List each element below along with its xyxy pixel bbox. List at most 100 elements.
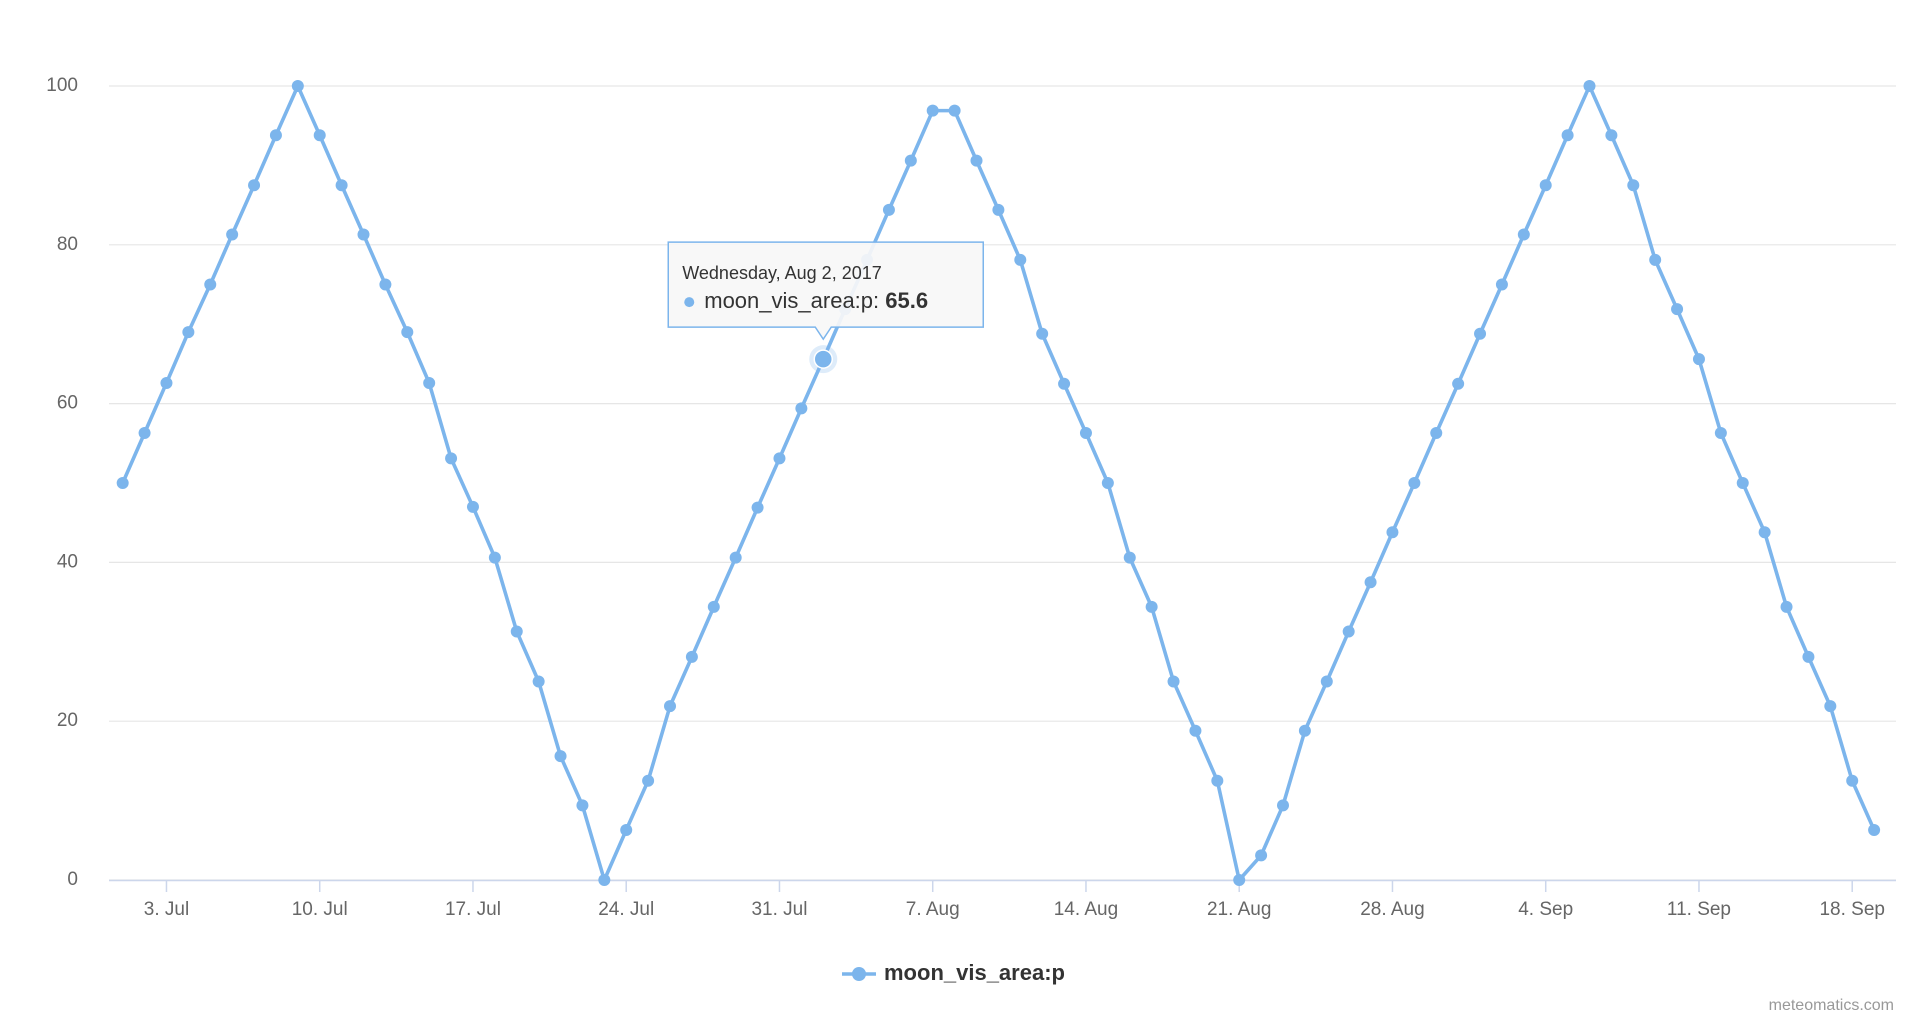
- x-tick-label: 4. Sep: [1518, 899, 1573, 920]
- x-tick-label: 21. Aug: [1207, 899, 1271, 920]
- x-tick-label: 10. Jul: [292, 899, 348, 920]
- data-point: [1408, 477, 1421, 489]
- y-tick-label: 0: [67, 869, 78, 890]
- data-point: [138, 426, 151, 439]
- data-point: [488, 551, 501, 564]
- data-point: [1692, 353, 1705, 366]
- data-point: [904, 154, 917, 167]
- data-point: [466, 500, 479, 513]
- data-point: [970, 154, 983, 167]
- data-point: [1780, 600, 1793, 613]
- data-point: [1671, 303, 1684, 316]
- data-point: [795, 402, 808, 415]
- data-point: [1211, 774, 1224, 787]
- data-point: [882, 203, 895, 216]
- data-point: [1233, 874, 1246, 886]
- data-point: [226, 228, 239, 241]
- data-point: [291, 80, 304, 92]
- data-point: [1342, 625, 1355, 638]
- tooltip-label: moon_vis_area:p: 65.6: [704, 288, 928, 313]
- y-tick-label: 80: [57, 234, 78, 255]
- data-point: [445, 452, 458, 465]
- data-point: [707, 600, 720, 613]
- data-point: [1474, 327, 1487, 340]
- data-point: [1014, 253, 1027, 266]
- data-point: [1824, 700, 1837, 713]
- data-point: [116, 477, 129, 489]
- data-point: [1386, 526, 1399, 539]
- data-point: [160, 376, 173, 389]
- data-point: [532, 675, 545, 688]
- y-tick-label: 60: [57, 393, 78, 414]
- x-tick-label: 31. Jul: [751, 899, 807, 920]
- data-point: [248, 179, 261, 192]
- legend-marker: [852, 967, 866, 981]
- tooltip-series: moon_vis_area:p: [704, 288, 873, 313]
- data-point: [1561, 129, 1574, 142]
- data-point: [1101, 477, 1114, 489]
- data-point: [379, 278, 392, 291]
- data-point: [1079, 426, 1092, 439]
- data-point: [948, 104, 961, 117]
- data-point: [1255, 849, 1268, 862]
- data-point: [1627, 179, 1640, 192]
- data-point: [1277, 799, 1290, 812]
- legend-label: moon_vis_area:p: [884, 960, 1065, 985]
- data-point: [357, 228, 370, 241]
- data-point: [1036, 327, 1049, 340]
- data-point: [729, 551, 742, 564]
- data-point: [598, 874, 611, 886]
- tooltip-header: Wednesday, Aug 2, 2017: [682, 263, 882, 283]
- x-tick-label: 11. Sep: [1667, 899, 1731, 920]
- data-point: [664, 700, 677, 713]
- data-point: [182, 326, 195, 339]
- data-point: [1320, 675, 1333, 688]
- data-point: [642, 774, 655, 787]
- data-point: [1123, 551, 1136, 564]
- x-tick-label: 28. Aug: [1360, 899, 1424, 920]
- tooltip-value: 65.6: [885, 288, 928, 313]
- x-tick-label: 7. Aug: [906, 899, 960, 920]
- data-point: [685, 650, 698, 663]
- data-point: [1868, 823, 1881, 836]
- data-point: [1758, 526, 1771, 539]
- data-point: [335, 179, 348, 192]
- data-point: [1714, 426, 1727, 439]
- x-tick-label: 18. Sep: [1819, 899, 1885, 920]
- tooltip: Wednesday, Aug 2, 2017 moon_vis_area:p: 6…: [667, 241, 985, 341]
- data-point: [1846, 774, 1859, 787]
- credits: meteomatics.com: [1769, 997, 1894, 1014]
- data-point: [554, 750, 567, 763]
- x-tick-label: 3. Jul: [144, 899, 189, 920]
- data-point: [773, 452, 786, 465]
- data-point: [1189, 724, 1202, 737]
- data-point: [313, 129, 326, 142]
- data-point: [1802, 650, 1815, 663]
- data-point: [751, 501, 764, 514]
- hover-point: [813, 349, 834, 369]
- y-tick-label: 20: [57, 710, 78, 731]
- data-point: [510, 625, 523, 638]
- x-tick-label: 17. Jul: [445, 899, 501, 920]
- y-tick-label: 100: [46, 75, 78, 96]
- data-point: [992, 203, 1005, 216]
- data-point: [1145, 600, 1158, 613]
- data-point: [1495, 278, 1508, 291]
- x-tick-label: 24. Jul: [598, 899, 654, 920]
- data-point: [269, 129, 282, 142]
- data-point: [1539, 179, 1552, 192]
- data-point: [620, 823, 633, 836]
- data-point: [423, 376, 436, 389]
- x-tick-label: 14. Aug: [1054, 899, 1118, 920]
- data-point: [576, 799, 589, 812]
- tooltip-marker: [684, 297, 695, 308]
- legend-item[interactable]: moon_vis_area:p: [842, 960, 1065, 985]
- data-point: [1058, 377, 1071, 390]
- data-point: [401, 326, 414, 339]
- data-point: [1517, 228, 1530, 241]
- data-point: [1452, 377, 1465, 390]
- data-point: [1736, 477, 1749, 489]
- data-point: [204, 278, 217, 291]
- tooltip-box: [667, 241, 985, 341]
